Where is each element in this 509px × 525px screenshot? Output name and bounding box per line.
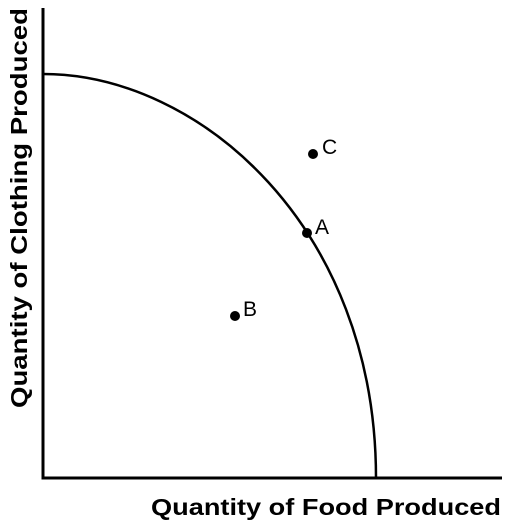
x-axis-title: Quantity of Food Produced <box>151 494 501 520</box>
point-a-dot <box>302 228 312 238</box>
production-possibilities-curve <box>42 72 378 479</box>
y-axis-title: Quantity of Clothing Produced <box>6 8 32 408</box>
point-c-label: C <box>322 136 337 159</box>
point-c-dot <box>308 149 318 159</box>
point-b-dot <box>230 311 240 321</box>
point-b-label: B <box>243 298 257 321</box>
point-a-label: A <box>315 216 329 239</box>
